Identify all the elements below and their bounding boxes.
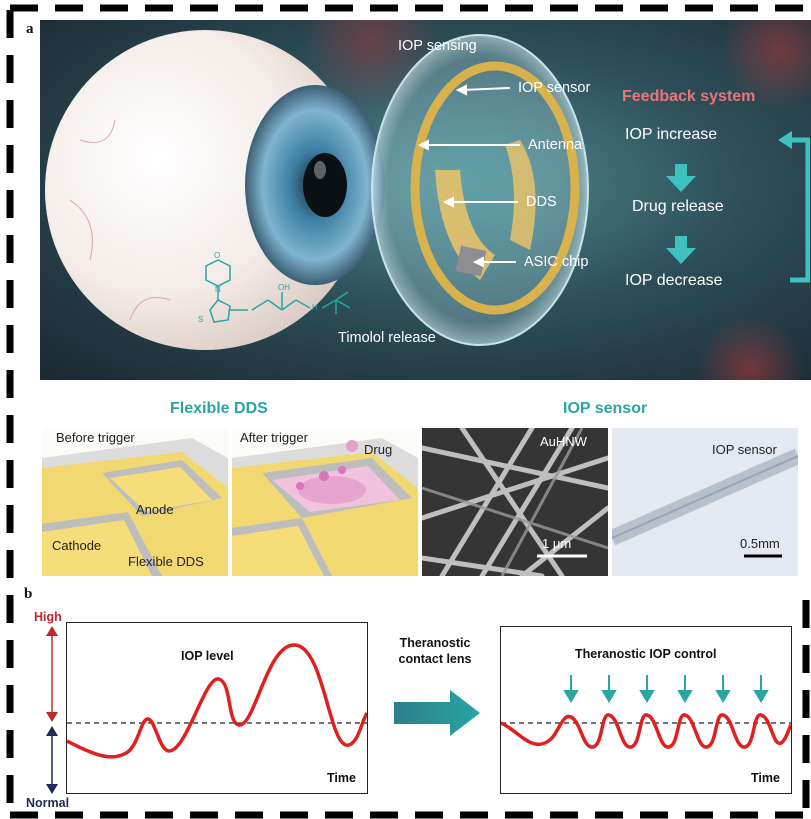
iop-level-curve-plot — [66, 643, 369, 759]
iop-level-plot: IOP level Time — [66, 622, 369, 794]
dds-callout: DDS — [526, 194, 557, 210]
theranostic-control-plot: Theranostic IOP control Time — [500, 626, 793, 794]
anode-label: Anode — [136, 502, 174, 517]
timolol-structure: O N S OH H — [198, 252, 351, 324]
iop-level-curve — [66, 643, 369, 759]
flexible-dds-title: Flexible DDS — [170, 400, 268, 417]
sensor-photo — [612, 428, 798, 576]
chem-n-label: N — [215, 285, 221, 294]
before-trigger-drawing — [42, 438, 228, 576]
after-trigger-caption: After trigger — [240, 430, 308, 445]
before-trigger-caption: Before trigger — [56, 430, 135, 445]
sem-scale-label: 1 μm — [542, 536, 572, 551]
antenna-callout: Antenna — [528, 137, 583, 153]
high-normal-axis-arrows — [46, 626, 58, 794]
asic-chip-callout: ASIC chip — [524, 254, 589, 270]
chem-o-label: O — [214, 252, 220, 260]
feedback-step-drug-release: Drug release — [632, 198, 724, 215]
chem-s-label: S — [198, 315, 203, 324]
iop-sensor-section-title: IOP sensor — [563, 400, 648, 417]
drug-label: Drug — [364, 442, 393, 457]
right-plot-time-label: Time — [751, 771, 780, 785]
before-trigger-tile: Before trigger Anode Cathode Flexible DD… — [42, 428, 228, 576]
chem-oh-label: OH — [278, 283, 290, 292]
hero-illustration: O N S OH H IOP sensing IOP sensor Antenn… — [40, 20, 811, 380]
after-trigger-drawing — [232, 438, 418, 576]
after-trigger-tile: After trigger Drug — [232, 428, 418, 576]
photo-scale-label: 0.5mm — [740, 536, 780, 551]
auhnw-label: AuHNW — [540, 434, 587, 449]
feedback-step-iop-increase: IOP increase — [625, 126, 718, 143]
left-plot-time-label: Time — [327, 771, 356, 785]
feedback-arrows — [666, 131, 810, 283]
chem-nh-label: H — [312, 303, 318, 312]
theranostic-control-title: Theranostic IOP control — [575, 647, 717, 661]
theranostic-arrow-icon — [394, 690, 480, 736]
timolol-release-label: Timolol release — [338, 330, 436, 346]
feedback-step-iop-decrease: IOP decrease — [625, 272, 723, 289]
iop-sensor-photo-label: IOP sensor — [712, 442, 777, 457]
eye-lens-illustration — [40, 20, 811, 380]
iop-level-title: IOP level — [181, 649, 234, 663]
axis-normal-label: Normal — [26, 796, 70, 810]
flexible-dds-label: Flexible DDS — [128, 554, 204, 569]
cathode-label: Cathode — [52, 538, 102, 553]
callout-arrows — [417, 84, 520, 268]
nanowire-sem-image — [422, 428, 608, 576]
panel-b-label: b — [24, 586, 33, 602]
controlled-iop-curve — [500, 713, 793, 749]
theranostic-curve-plot — [500, 675, 793, 749]
sem-image-tile: AuHNW 1 μm — [422, 428, 608, 576]
iop-sensing-label: IOP sensing — [398, 38, 477, 54]
panel-a-label: a — [26, 21, 34, 37]
theranostic-label-line1: Theranostic — [399, 636, 471, 650]
sensor-photo-tile: IOP sensor 0.5mm — [612, 428, 798, 576]
axis-high-label: High — [34, 610, 62, 624]
theranostic-label-line2: contact lens — [398, 652, 472, 666]
feedback-title: Feedback system — [622, 88, 756, 105]
iop-sensor-callout: IOP sensor — [518, 80, 591, 96]
